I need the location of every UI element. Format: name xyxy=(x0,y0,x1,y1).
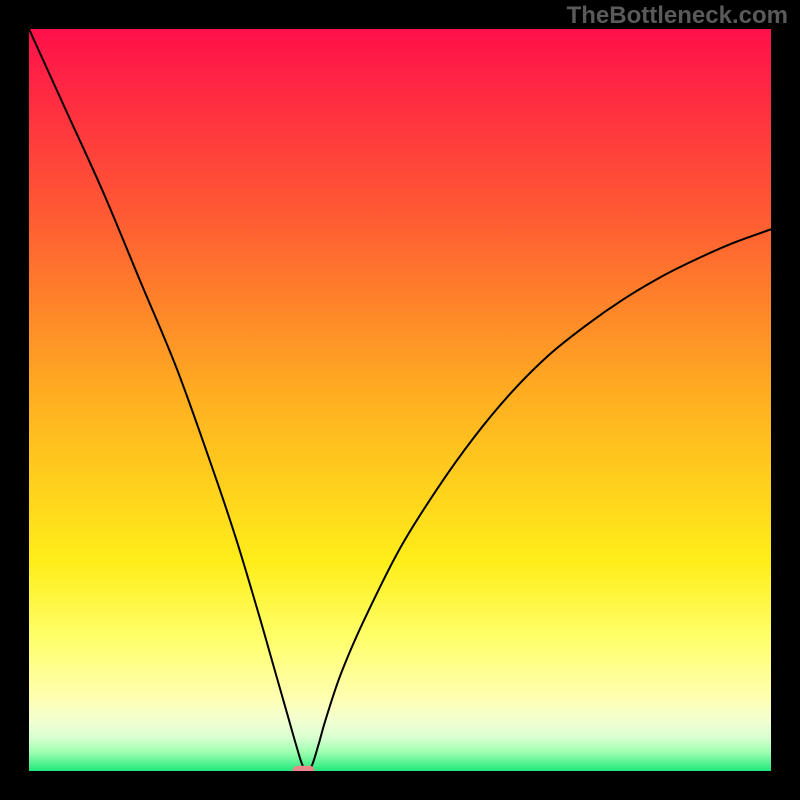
minimum-marker xyxy=(292,766,314,771)
gradient-background xyxy=(29,29,771,771)
chart-svg xyxy=(29,29,771,771)
watermark-text: TheBottleneck.com xyxy=(567,2,788,30)
chart-frame xyxy=(29,29,771,771)
